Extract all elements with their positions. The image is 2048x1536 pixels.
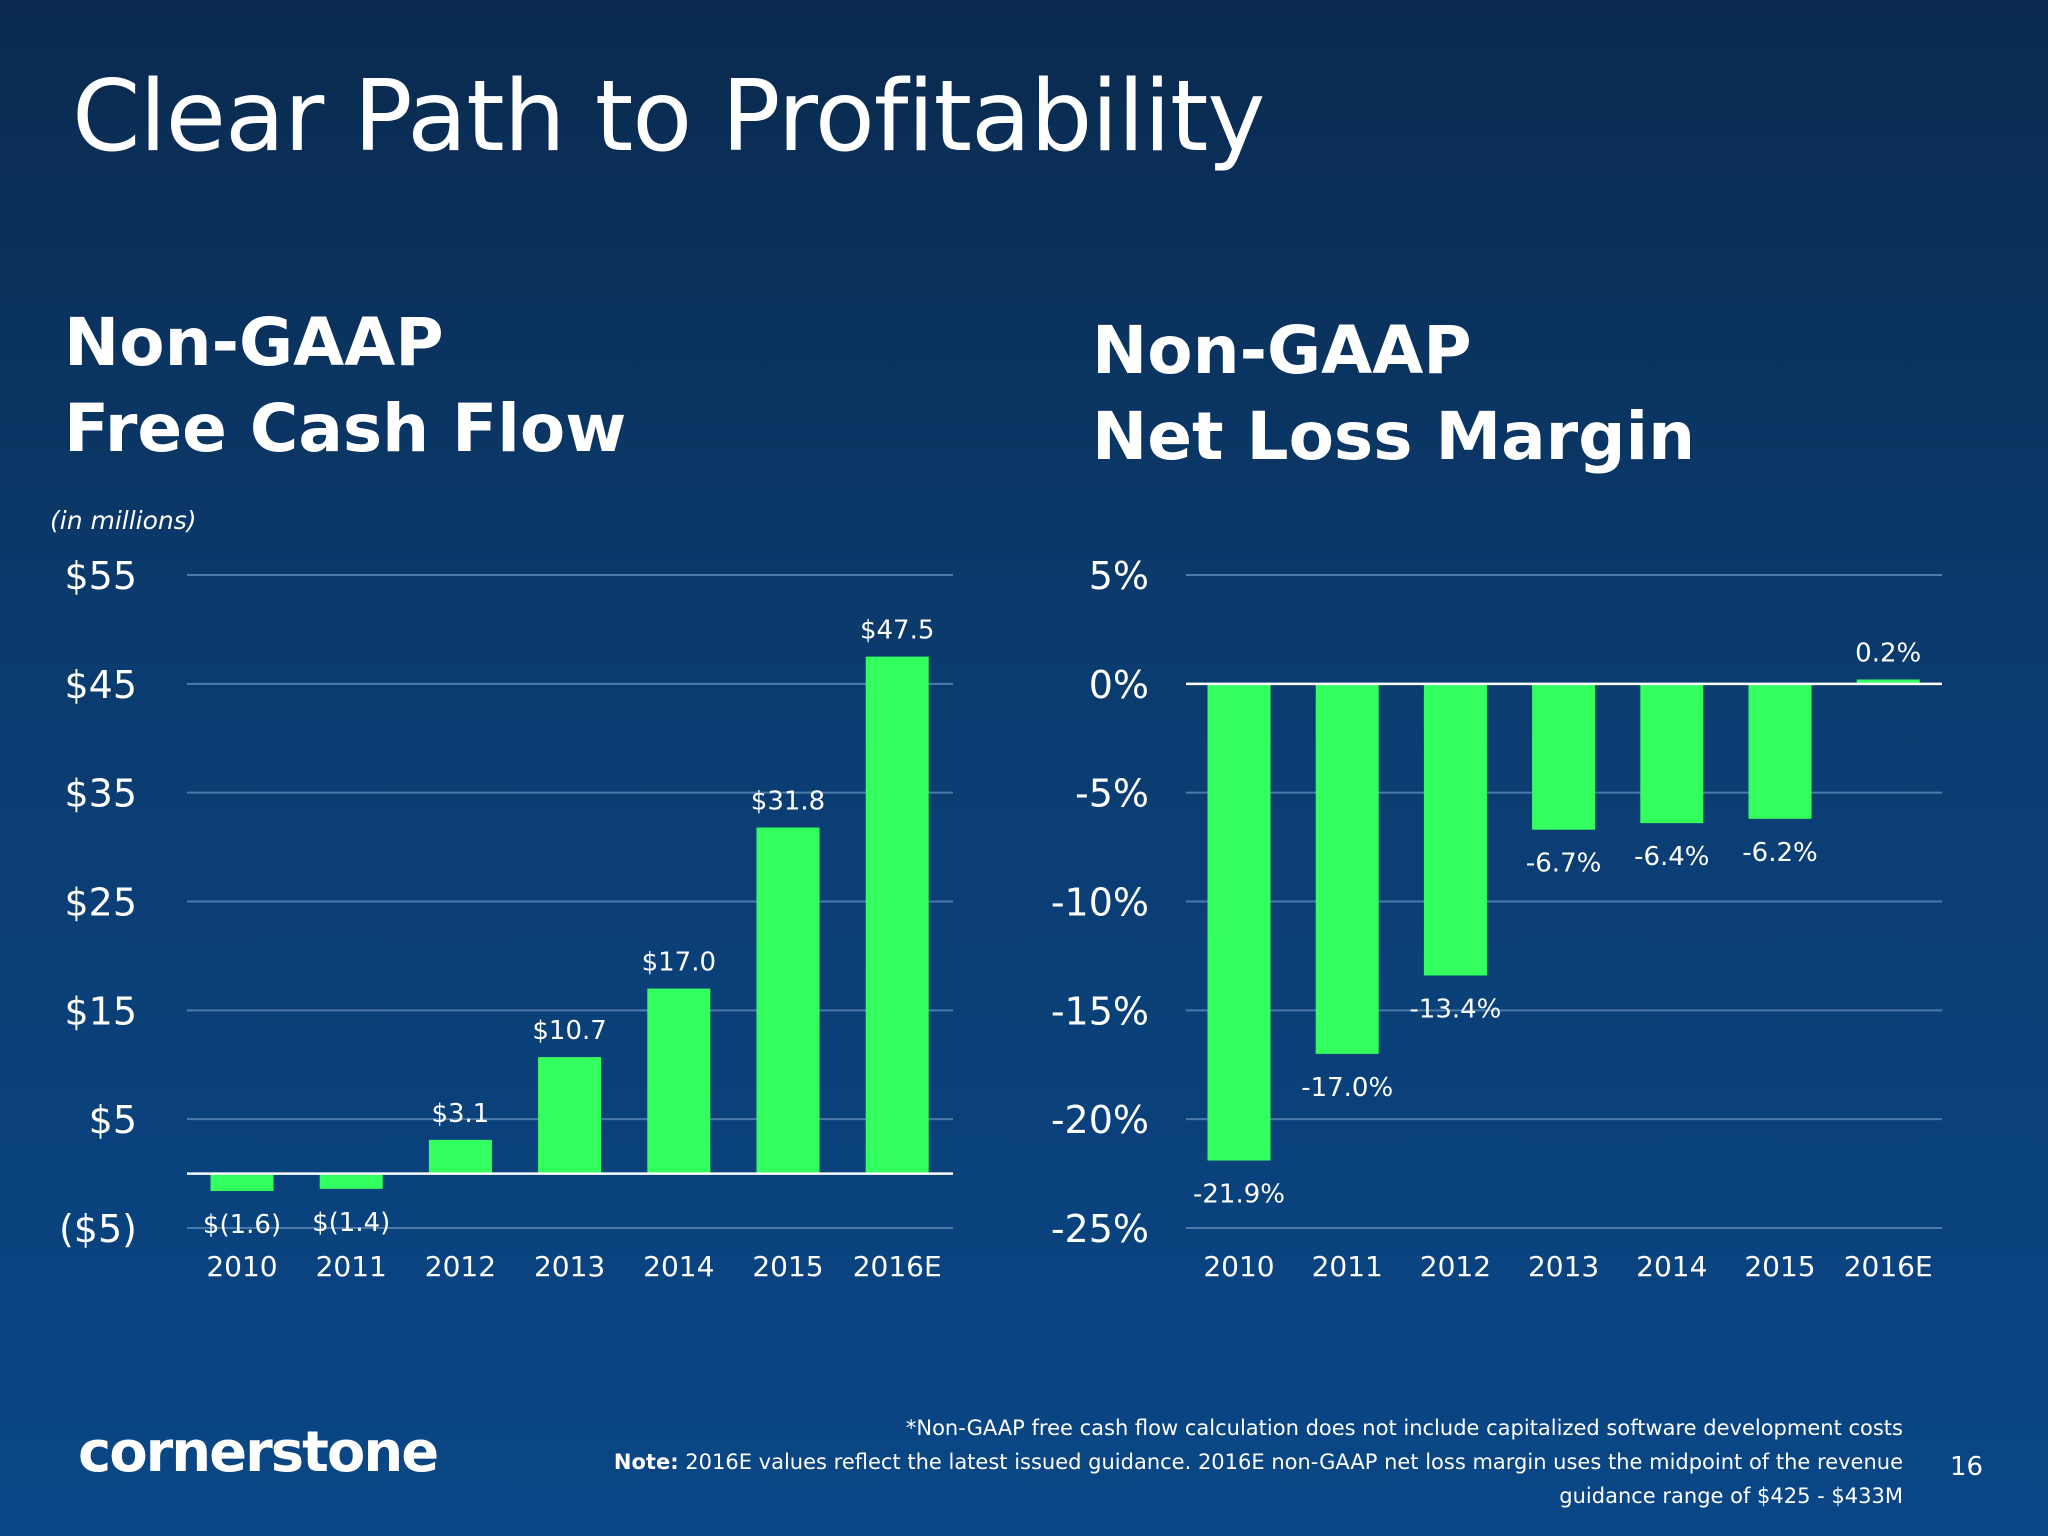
x-tick-label: 2012 <box>1420 1250 1491 1283</box>
chart-title-line1: Non-GAAP <box>1092 312 1472 389</box>
y-tick-label: ($5) <box>59 1207 137 1251</box>
bar-2016E <box>865 656 929 1174</box>
y-tick-label: -5% <box>1075 772 1149 816</box>
y-tick-label: $55 <box>64 554 137 598</box>
chart-title-margin: Non-GAAP Net Loss Margin <box>1092 308 1695 480</box>
data-label: $(1.6) <box>203 1210 281 1240</box>
y-tick-label: -25% <box>1051 1207 1149 1251</box>
data-label: $17.0 <box>642 948 716 978</box>
slide-title: Clear Path to Profitability <box>72 60 1265 174</box>
bar-2011 <box>319 1173 383 1189</box>
chart-title-line2: Net Loss Margin <box>1092 398 1696 475</box>
x-tick-label: 2010 <box>1203 1250 1274 1283</box>
data-label: -6.4% <box>1634 842 1709 872</box>
data-label: $47.5 <box>860 616 934 646</box>
data-label: -6.2% <box>1742 838 1817 868</box>
data-label: $31.8 <box>751 786 825 816</box>
x-tick-label: 2014 <box>1636 1250 1707 1283</box>
x-tick-label: 2016E <box>1844 1250 1933 1283</box>
data-label: -17.0% <box>1301 1073 1393 1103</box>
data-label: -6.7% <box>1526 849 1601 879</box>
bar-2015 <box>756 827 820 1174</box>
unit-note: (in millions) <box>50 506 197 535</box>
data-label: -13.4% <box>1409 995 1501 1025</box>
chart-title-line2: Free Cash Flow <box>64 390 627 467</box>
bar-2014 <box>647 988 711 1174</box>
y-tick-label: -20% <box>1051 1098 1149 1142</box>
data-label: -21.9% <box>1193 1180 1285 1210</box>
chart-title-fcf: Non-GAAP Free Cash Flow <box>64 300 626 472</box>
data-label: 0.2% <box>1855 638 1921 668</box>
x-tick-label: 2013 <box>1528 1250 1599 1283</box>
page-number: 16 <box>1950 1452 1984 1482</box>
x-tick-label: 2015 <box>752 1250 823 1283</box>
y-tick-label: -15% <box>1051 989 1149 1033</box>
chart-title-line1: Non-GAAP <box>64 304 444 381</box>
bar-2010 <box>210 1173 274 1191</box>
y-tick-label: $15 <box>64 989 137 1033</box>
x-tick-label: 2012 <box>425 1250 496 1283</box>
x-tick-label: 2013 <box>534 1250 605 1283</box>
note-label: Note: <box>613 1450 679 1474</box>
bar-2012 <box>1423 683 1487 976</box>
bar-2014 <box>1640 683 1704 824</box>
bar-2015 <box>1748 683 1812 819</box>
y-tick-label: $25 <box>64 881 137 925</box>
data-label: $3.1 <box>431 1099 489 1129</box>
bar-2016E <box>1856 679 1920 684</box>
x-tick-label: 2011 <box>316 1250 387 1283</box>
y-tick-label: $5 <box>89 1098 137 1142</box>
bar-2012 <box>428 1139 492 1174</box>
bar-2013 <box>538 1057 602 1174</box>
x-tick-label: 2011 <box>1312 1250 1383 1283</box>
y-tick-label: -10% <box>1051 881 1149 925</box>
y-tick-label: $45 <box>64 663 137 707</box>
footnote-3: guidance range of $425 - $433M <box>1559 1484 1903 1508</box>
x-tick-label: 2014 <box>643 1250 714 1283</box>
y-tick-label: 0% <box>1089 663 1149 707</box>
bar-2010 <box>1207 683 1271 1161</box>
y-tick-label: $35 <box>64 772 137 816</box>
bar-2013 <box>1532 683 1596 830</box>
footnote-2: Note: 2016E values reflect the latest is… <box>614 1450 1903 1474</box>
footnote-1: *Non-GAAP free cash flow calculation doe… <box>905 1416 1903 1440</box>
x-tick-label: 2010 <box>206 1250 277 1283</box>
x-tick-label: 2015 <box>1744 1250 1815 1283</box>
cornerstone-logo: cornerstone <box>78 1420 439 1485</box>
y-tick-label: 5% <box>1089 554 1149 598</box>
bar-2011 <box>1315 683 1379 1054</box>
data-label: $10.7 <box>532 1016 606 1046</box>
note-text: 2016E values reflect the latest issued g… <box>678 1450 1903 1474</box>
data-label: $(1.4) <box>312 1208 390 1238</box>
x-tick-label: 2016E <box>853 1250 942 1283</box>
